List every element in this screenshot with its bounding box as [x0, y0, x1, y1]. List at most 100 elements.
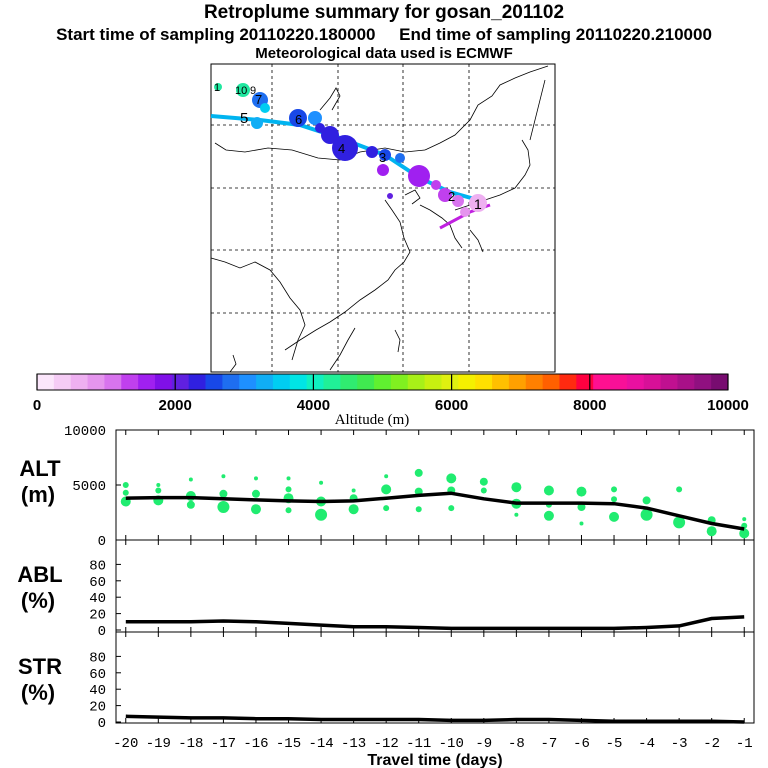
colorbar-tick-labels: 0 2000 4000 6000 8000 10000 — [33, 374, 749, 414]
altitude-particle — [348, 504, 359, 515]
plume-particles — [214, 83, 487, 217]
y-tick-label: 0 — [98, 624, 106, 640]
colorbar-swatch — [306, 374, 324, 390]
colorbar-swatch — [289, 374, 308, 390]
y-tick-label: 5000 — [72, 479, 106, 495]
x-tick-label: -12 — [374, 736, 399, 752]
altitude-particle — [611, 486, 618, 493]
y-tick-label: 40 — [89, 591, 106, 607]
end-time-label: End time of sampling 20110220.210000 — [399, 25, 712, 44]
x-axis-label: Travel time (days) — [367, 752, 502, 768]
colorbar-swatch — [188, 374, 206, 390]
altitude-particle — [543, 485, 554, 496]
x-tick-label: -6 — [573, 736, 590, 752]
x-tick-label: -7 — [541, 736, 558, 752]
altitude-particle — [251, 489, 260, 498]
plume-day-labels: 1 10 9 7 6 5 4 3 2 1 — [214, 82, 482, 212]
y-tick-label: 80 — [89, 650, 106, 666]
colorbar-swatch — [87, 374, 105, 390]
altitude-particle — [122, 482, 129, 488]
colorbar-swatch — [70, 374, 88, 390]
altitude-particle — [742, 517, 747, 522]
x-tick-label: -9 — [475, 736, 492, 752]
altitude-particle — [739, 528, 750, 539]
altitude-particle — [640, 508, 653, 521]
colorbar-swatch — [171, 374, 190, 390]
y-tick-label: 0 — [98, 534, 106, 550]
altitude-particle — [217, 501, 230, 513]
map-frame — [210, 63, 556, 373]
altitude-particle — [381, 484, 392, 495]
colorbar-swatch — [610, 374, 628, 390]
str-series-line — [125, 714, 745, 724]
x-tick-label: -11 — [406, 736, 431, 752]
plume-label: 9 — [250, 85, 256, 97]
altitude-particle — [351, 488, 356, 493]
altitude-particle — [576, 486, 587, 497]
time-series-panels: 0500010000ALT(m)020406080ABL(%)020406080… — [17, 424, 755, 768]
x-tick-label: -13 — [341, 736, 366, 752]
altitude-particle — [543, 510, 554, 521]
chart-title: Retroplume summary for gosan_201102 — [203, 2, 565, 23]
colorbar-swatch — [559, 374, 577, 390]
plume-label: 7 — [255, 92, 262, 107]
y-axis-label: STR — [18, 654, 62, 679]
colorbar-swatch — [694, 374, 712, 390]
altitude-particle — [250, 504, 261, 515]
y-axis-unit: (m) — [21, 482, 55, 507]
altitude-particle — [188, 477, 193, 482]
x-tick-label: -15 — [276, 736, 301, 752]
coastlines — [210, 65, 549, 373]
colorbar-tick-label: 6000 — [435, 397, 468, 414]
x-tick-label: -5 — [606, 736, 623, 752]
x-tick-label: -10 — [439, 736, 464, 752]
colorbar-swatch — [643, 374, 661, 390]
plume-map: 1 10 9 7 6 5 4 3 2 1 — [210, 63, 556, 373]
colorbar-swatch — [37, 374, 55, 390]
plume-label: 1 — [214, 82, 220, 94]
y-axis-unit: (%) — [21, 588, 55, 613]
altitude-particle — [415, 506, 422, 513]
colorbar-swatch — [340, 374, 358, 390]
sampling-times: Start time of sampling 20110220.180000 E… — [0, 25, 768, 45]
plume-label: 4 — [338, 141, 345, 156]
altitude-particle — [122, 489, 129, 496]
colorbar-tick-label: 8000 — [573, 397, 606, 414]
colorbar-swatches — [37, 374, 729, 390]
altitude-particle — [414, 468, 423, 477]
colorbar-swatch — [626, 374, 645, 390]
colorbar-tick-label: 4000 — [297, 397, 330, 414]
x-tick-label: -4 — [638, 736, 655, 752]
colorbar-swatch — [593, 374, 611, 390]
altitude-particle — [219, 489, 228, 498]
colorbar-swatch — [154, 374, 173, 390]
x-tick-label: -2 — [703, 736, 720, 752]
panel-frame — [115, 631, 755, 724]
panel-frame — [115, 429, 755, 541]
y-tick-label: 20 — [89, 700, 106, 716]
x-tick-label: -19 — [146, 736, 171, 752]
colorbar-swatch — [525, 374, 544, 390]
altitude-particle — [448, 505, 455, 512]
plume-label: 10 — [235, 85, 247, 97]
altitude-particle — [611, 496, 618, 503]
colorbar-tick-label: 10000 — [707, 397, 749, 414]
colorbar-swatch — [390, 374, 409, 390]
colorbar-swatch — [272, 374, 291, 390]
altitude-particle — [514, 512, 519, 517]
abl-series-line — [125, 615, 745, 631]
altitude-particle — [155, 487, 162, 494]
altitude-particle — [579, 521, 584, 526]
altitude-particle — [577, 503, 586, 511]
altitude-particle — [676, 486, 683, 493]
colorbar-swatch — [660, 374, 678, 390]
y-axis-label: ALT — [19, 456, 61, 481]
altitude-colorbar: 0 2000 4000 6000 8000 10000 Altitude (m) — [33, 373, 749, 428]
plume-label: 6 — [295, 112, 302, 127]
alt-series-line — [125, 491, 745, 531]
altitude-particle — [511, 482, 522, 493]
colorbar-swatch — [121, 374, 139, 390]
